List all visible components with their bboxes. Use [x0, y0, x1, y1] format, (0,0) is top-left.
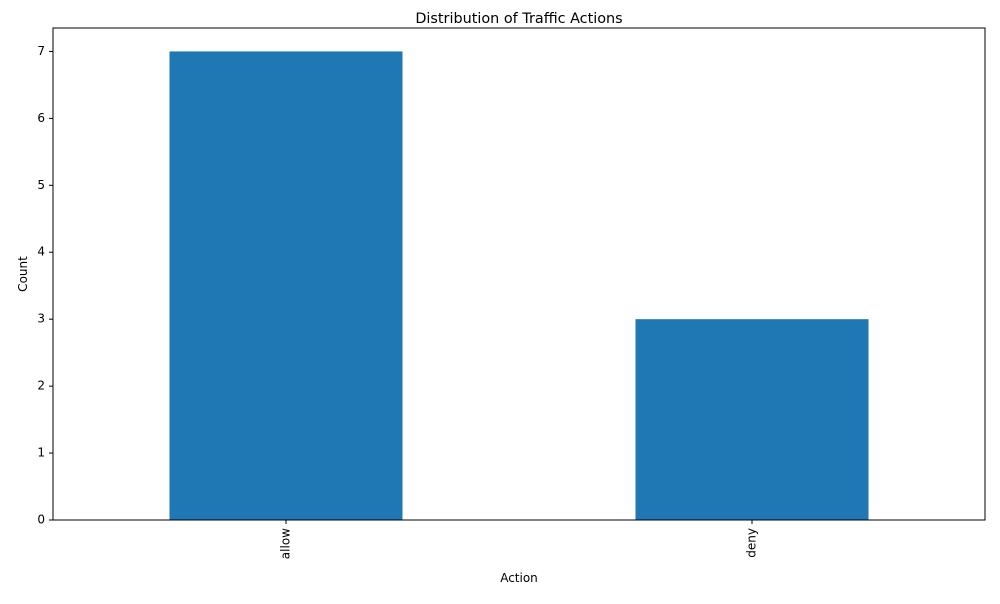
- y-tick-label: 3: [37, 312, 45, 326]
- y-tick-label: 5: [37, 178, 45, 192]
- chart-title: Distribution of Traffic Actions: [415, 11, 622, 27]
- y-tick-label: 6: [37, 111, 45, 125]
- y-tick-label: 2: [37, 379, 45, 393]
- bar-allow: [169, 51, 403, 521]
- x-tick-label: deny: [745, 528, 759, 558]
- x-ticks-layer: allow deny: [279, 520, 759, 559]
- y-tick-label: 7: [37, 44, 45, 58]
- y-tick-label: 0: [37, 513, 45, 527]
- bar-deny: [635, 319, 869, 520]
- y-tick-label: 4: [37, 245, 45, 259]
- y-axis-label: Count: [16, 256, 30, 292]
- bars-layer: [169, 51, 869, 521]
- x-tick-label: allow: [279, 528, 293, 559]
- y-ticks-layer: 0 1 2 3 4 5 6 7: [37, 44, 53, 527]
- x-axis-label: Action: [500, 571, 538, 585]
- plot-area-frame: [52, 27, 986, 521]
- y-tick-label: 1: [37, 446, 45, 460]
